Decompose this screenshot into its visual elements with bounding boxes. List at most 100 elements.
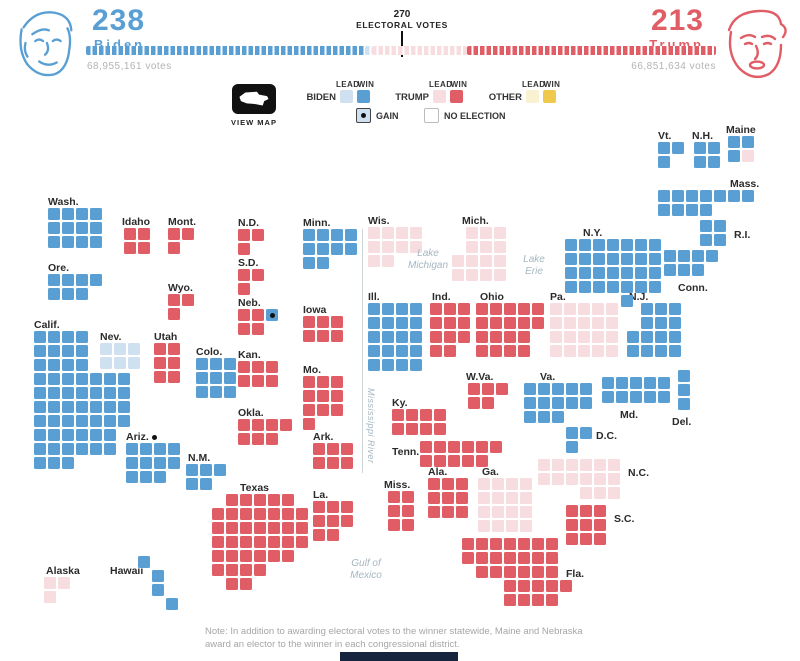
ev-square-calif[interactable] <box>34 415 46 427</box>
ev-square-ala[interactable] <box>442 506 454 518</box>
ev-square-ind[interactable] <box>444 317 456 329</box>
ev-square-miss[interactable] <box>402 519 414 531</box>
ev-square-wis[interactable] <box>410 227 422 239</box>
ev-square-wash[interactable] <box>48 236 60 248</box>
ev-square-ill[interactable] <box>396 359 408 371</box>
ev-square-ind[interactable] <box>430 303 442 315</box>
ev-square-nh[interactable] <box>694 156 706 168</box>
ev-square-idaho[interactable] <box>124 242 136 254</box>
ev-square-calif[interactable] <box>118 415 130 427</box>
ev-square-ny[interactable] <box>649 253 661 265</box>
ev-square-maine[interactable] <box>742 150 754 162</box>
ev-square-mich[interactable] <box>466 269 478 281</box>
ev-square-sc[interactable] <box>594 533 606 545</box>
ev-square-md[interactable] <box>630 377 642 389</box>
ev-square-fla[interactable] <box>490 538 502 550</box>
ev-square-mo[interactable] <box>317 404 329 416</box>
ev-square-calif[interactable] <box>118 373 130 385</box>
ev-square-conn[interactable] <box>664 250 676 262</box>
ev-square-calif[interactable] <box>62 401 74 413</box>
ev-square-texas[interactable] <box>282 522 294 534</box>
ev-square-md[interactable] <box>658 377 670 389</box>
ev-square-ark[interactable] <box>341 443 353 455</box>
ev-square-wash[interactable] <box>76 236 88 248</box>
ev-square-calif[interactable] <box>76 415 88 427</box>
ev-square-calif[interactable] <box>90 373 102 385</box>
ev-square-wash[interactable] <box>76 222 88 234</box>
ev-square-nh[interactable] <box>708 156 720 168</box>
ev-square-ohio[interactable] <box>476 345 488 357</box>
ev-square-conn[interactable] <box>692 250 704 262</box>
ev-square-sd[interactable] <box>238 269 250 281</box>
ev-square-ny[interactable] <box>635 239 647 251</box>
ev-square-texas[interactable] <box>254 494 266 506</box>
ev-square-texas[interactable] <box>226 564 238 576</box>
ev-square-conn[interactable] <box>692 264 704 276</box>
ev-square-pa[interactable] <box>592 303 604 315</box>
ev-square-md[interactable] <box>630 391 642 403</box>
ev-square-calif[interactable] <box>62 345 74 357</box>
ev-square-nj[interactable] <box>669 345 681 357</box>
ev-square-ill[interactable] <box>368 345 380 357</box>
ev-square-ga[interactable] <box>478 520 490 532</box>
ev-square-ala[interactable] <box>456 478 468 490</box>
ev-square-okla[interactable] <box>238 419 250 431</box>
ev-square-nm[interactable] <box>186 478 198 490</box>
view-map-button[interactable] <box>232 84 276 114</box>
ev-square-texas[interactable] <box>282 550 294 562</box>
ev-square-neb[interactable] <box>252 309 264 321</box>
ev-square-nev[interactable] <box>128 357 140 369</box>
ev-square-iowa[interactable] <box>317 316 329 328</box>
ev-square-mass[interactable] <box>658 204 670 216</box>
ev-square-fla[interactable] <box>518 594 530 606</box>
ev-square-nc[interactable] <box>580 459 592 471</box>
ev-square-okla[interactable] <box>266 419 278 431</box>
ev-square-colo[interactable] <box>196 372 208 384</box>
ev-square-nm[interactable] <box>200 478 212 490</box>
ev-square-fla[interactable] <box>504 580 516 592</box>
ev-square-minn[interactable] <box>303 243 315 255</box>
ev-square-ala[interactable] <box>442 478 454 490</box>
ev-square-ill[interactable] <box>368 331 380 343</box>
ev-square-colo[interactable] <box>196 386 208 398</box>
ev-square-ind[interactable] <box>458 331 470 343</box>
ev-square-wyo[interactable] <box>182 294 194 306</box>
ev-square-nc[interactable] <box>594 459 606 471</box>
ev-square-iowa[interactable] <box>331 330 343 342</box>
ev-square-ga[interactable] <box>506 478 518 490</box>
ev-square-pa[interactable] <box>592 331 604 343</box>
ev-square-la[interactable] <box>313 529 325 541</box>
ev-square-wis[interactable] <box>368 241 380 253</box>
ev-square-fla[interactable] <box>546 566 558 578</box>
ev-square-del[interactable] <box>678 370 690 382</box>
ev-square-texas[interactable] <box>212 564 224 576</box>
ev-square-ore[interactable] <box>90 274 102 286</box>
ev-square-ohio[interactable] <box>504 303 516 315</box>
ev-square-nc[interactable] <box>538 459 550 471</box>
ev-square-mich[interactable] <box>452 255 464 267</box>
ev-square-okla[interactable] <box>238 433 250 445</box>
ev-square-calif[interactable] <box>62 359 74 371</box>
ev-square-wash[interactable] <box>90 236 102 248</box>
ev-square-sc[interactable] <box>566 519 578 531</box>
ev-square-iowa[interactable] <box>331 316 343 328</box>
ev-square-nev[interactable] <box>128 343 140 355</box>
ev-square-wva[interactable] <box>482 383 494 395</box>
ev-square-calif[interactable] <box>48 457 60 469</box>
ev-square-mich[interactable] <box>480 227 492 239</box>
ev-square-ga[interactable] <box>492 478 504 490</box>
ev-square-utah[interactable] <box>154 371 166 383</box>
ev-square-ohio[interactable] <box>532 303 544 315</box>
ev-square-fla[interactable] <box>476 552 488 564</box>
ev-square-wash[interactable] <box>48 222 60 234</box>
ev-square-va[interactable] <box>524 397 536 409</box>
ev-square-nj[interactable] <box>655 317 667 329</box>
ev-square-texas[interactable] <box>240 494 252 506</box>
ev-square-ark[interactable] <box>327 457 339 469</box>
ev-square-calif[interactable] <box>90 401 102 413</box>
ev-square-ny[interactable] <box>607 267 619 279</box>
ev-square-va[interactable] <box>538 411 550 423</box>
ev-square-ill[interactable] <box>396 345 408 357</box>
ev-square-wva[interactable] <box>496 383 508 395</box>
ev-square-fla[interactable] <box>476 566 488 578</box>
